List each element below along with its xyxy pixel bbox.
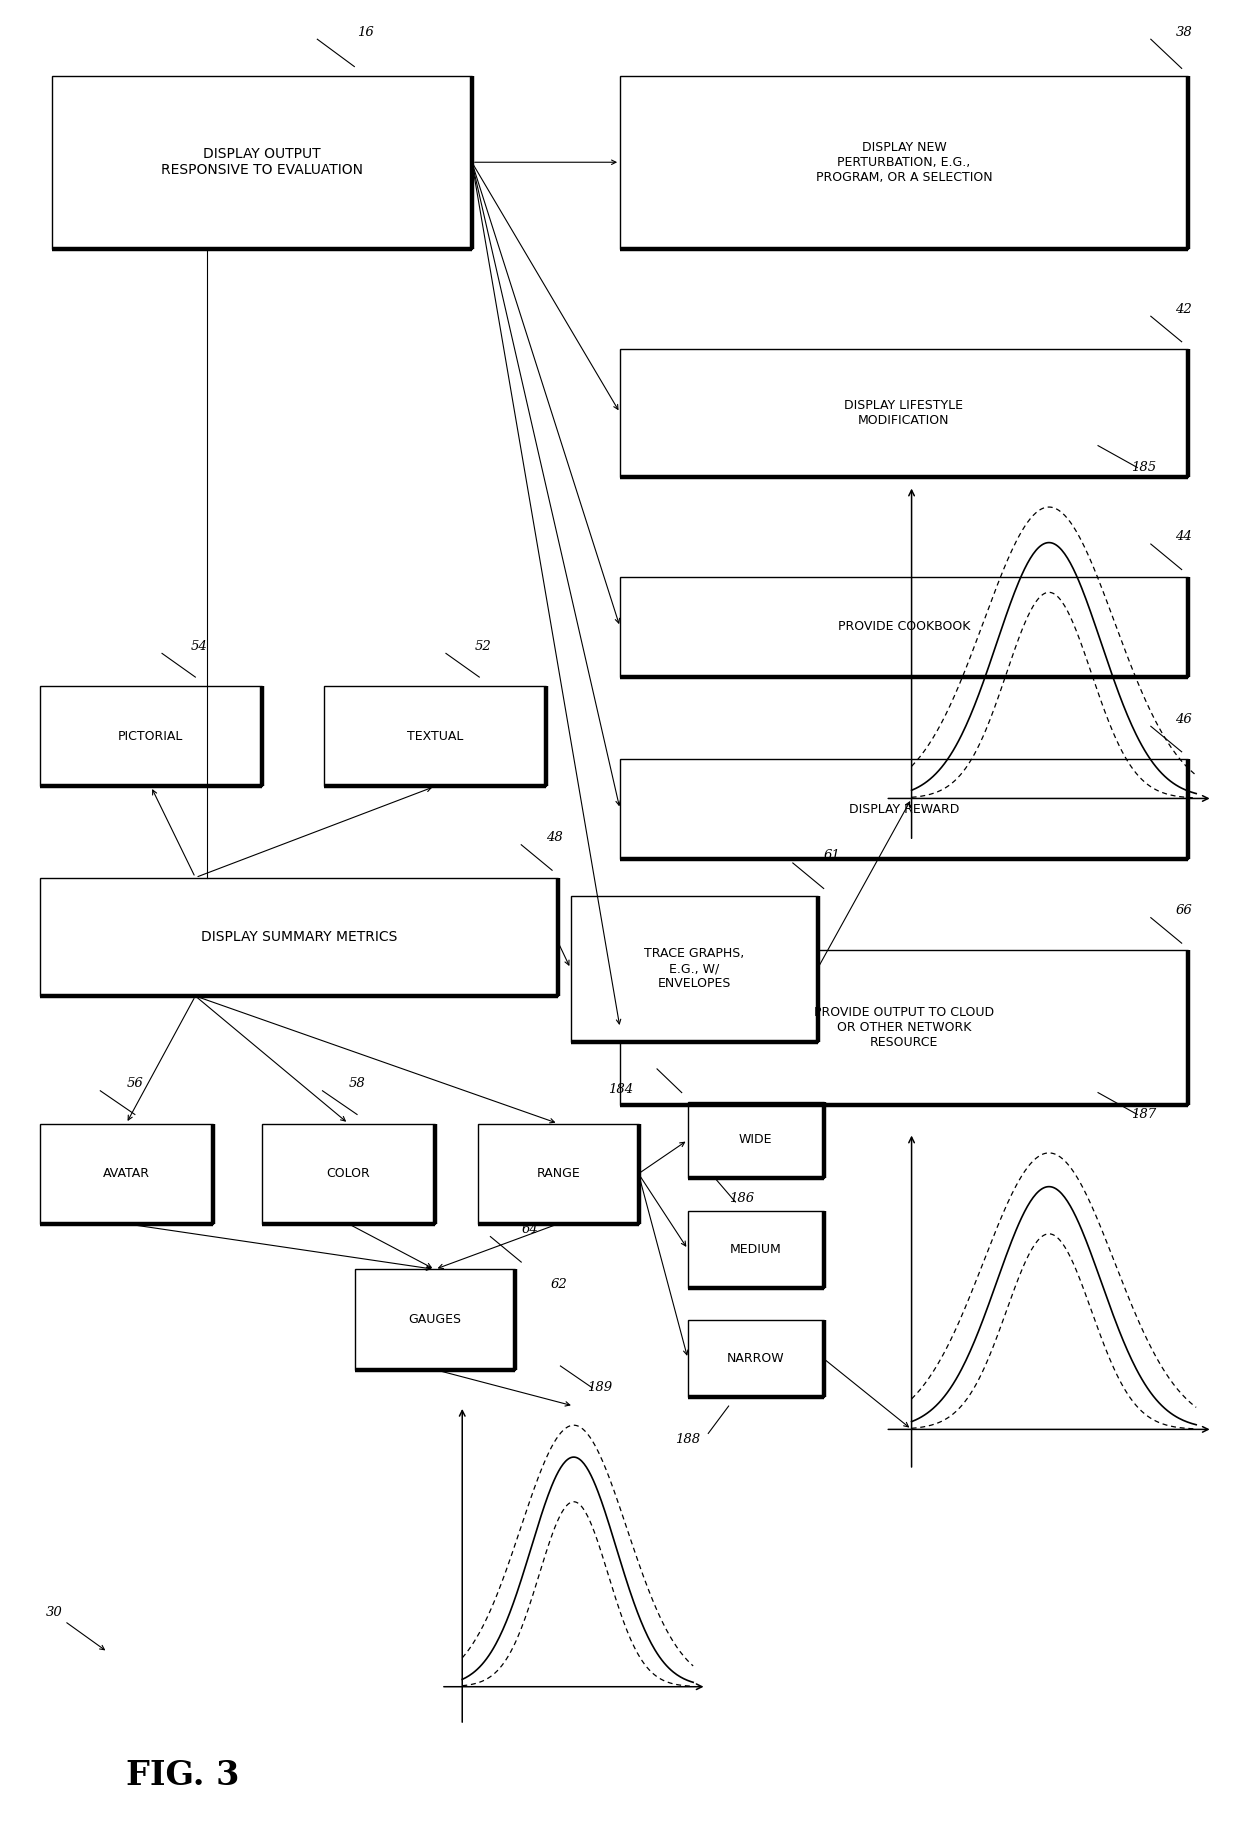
Bar: [688, 1102, 823, 1179]
Bar: [40, 877, 558, 996]
Text: 56: 56: [126, 1077, 143, 1089]
Bar: [620, 349, 1188, 477]
Text: 58: 58: [348, 1077, 365, 1089]
Text: DISPLAY LIFESTYLE
MODIFICATION: DISPLAY LIFESTYLE MODIFICATION: [844, 399, 963, 426]
Bar: [40, 1124, 212, 1223]
Text: 48: 48: [546, 832, 563, 845]
Text: 185: 185: [1131, 461, 1156, 473]
Text: DISPLAY SUMMARY METRICS: DISPLAY SUMMARY METRICS: [201, 930, 397, 943]
Text: NARROW: NARROW: [727, 1353, 785, 1366]
Bar: [40, 686, 262, 786]
Text: PICTORIAL: PICTORIAL: [118, 729, 184, 742]
Text: DISPLAY NEW
PERTURBATION, E.G.,
PROGRAM, OR A SELECTION: DISPLAY NEW PERTURBATION, E.G., PROGRAM,…: [816, 141, 992, 185]
Text: 30: 30: [46, 1605, 63, 1618]
Text: RANGE: RANGE: [537, 1168, 580, 1181]
Bar: [688, 1212, 823, 1287]
Bar: [620, 578, 1188, 676]
Text: 54: 54: [191, 640, 207, 653]
Bar: [570, 896, 817, 1042]
Text: 184: 184: [608, 1082, 632, 1095]
Text: FIG. 3: FIG. 3: [126, 1759, 239, 1791]
Bar: [620, 75, 1188, 249]
Bar: [620, 951, 1188, 1106]
Bar: [355, 1269, 515, 1369]
Text: TRACE GRAPHS,
E.G., W/
ENVELOPES: TRACE GRAPHS, E.G., W/ ENVELOPES: [644, 947, 744, 991]
Text: 186: 186: [729, 1192, 754, 1205]
Bar: [620, 759, 1188, 859]
Text: DISPLAY OUTPUT
RESPONSIVE TO EVALUATION: DISPLAY OUTPUT RESPONSIVE TO EVALUATION: [161, 146, 363, 177]
Bar: [688, 1320, 823, 1397]
Text: 38: 38: [1176, 26, 1192, 38]
Text: 61: 61: [823, 850, 841, 863]
Text: 187: 187: [1131, 1108, 1156, 1121]
Text: DISPLAY REWARD: DISPLAY REWARD: [848, 802, 959, 815]
Bar: [52, 75, 472, 249]
Bar: [262, 1124, 435, 1223]
Text: 52: 52: [475, 640, 491, 653]
Text: WIDE: WIDE: [739, 1133, 773, 1146]
Text: 62: 62: [551, 1278, 567, 1291]
Bar: [324, 686, 546, 786]
Text: GAUGES: GAUGES: [408, 1313, 461, 1325]
Text: 16: 16: [357, 26, 373, 38]
Text: 42: 42: [1176, 303, 1192, 316]
Text: MEDIUM: MEDIUM: [730, 1243, 781, 1256]
Text: 64: 64: [521, 1223, 538, 1236]
Text: TEXTUAL: TEXTUAL: [407, 729, 463, 742]
Text: 46: 46: [1176, 713, 1192, 726]
Text: 66: 66: [1176, 905, 1192, 918]
Text: 189: 189: [587, 1382, 613, 1395]
Text: 44: 44: [1176, 530, 1192, 543]
Bar: [479, 1124, 639, 1223]
Text: PROVIDE OUTPUT TO CLOUD
OR OTHER NETWORK
RESOURCE: PROVIDE OUTPUT TO CLOUD OR OTHER NETWORK…: [813, 1007, 994, 1049]
Text: COLOR: COLOR: [326, 1168, 371, 1181]
Text: PROVIDE COOKBOOK: PROVIDE COOKBOOK: [838, 620, 970, 634]
Text: 188: 188: [676, 1433, 701, 1446]
Text: AVATAR: AVATAR: [103, 1168, 150, 1181]
